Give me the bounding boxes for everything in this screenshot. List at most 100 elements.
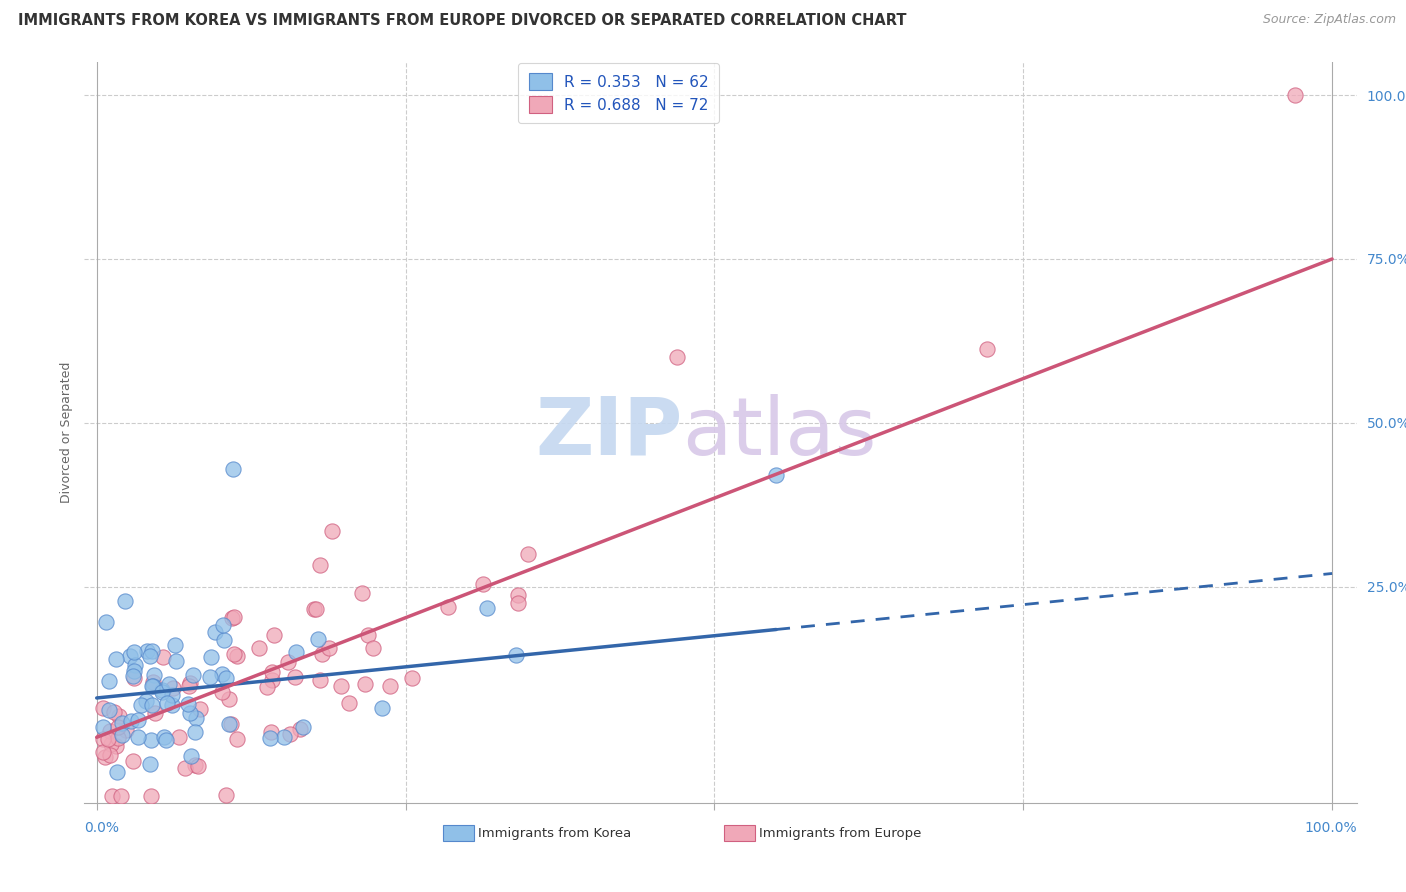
Point <box>437 600 460 615</box>
Text: Immigrants from Europe: Immigrants from Europe <box>759 827 921 839</box>
Point <box>505 648 527 662</box>
Point <box>114 594 136 608</box>
Point <box>302 602 325 616</box>
Point <box>160 698 183 712</box>
Point <box>184 724 207 739</box>
Point <box>305 602 328 616</box>
Point <box>1284 88 1306 103</box>
Point <box>107 731 129 746</box>
Point <box>100 737 122 751</box>
Legend: R = 0.353   N = 62, R = 0.688   N = 72: R = 0.353 N = 62, R = 0.688 N = 72 <box>519 62 720 123</box>
Point <box>103 705 125 719</box>
Point <box>307 632 329 646</box>
Point <box>111 716 134 731</box>
Point <box>666 351 689 365</box>
Point <box>129 698 152 712</box>
Point <box>115 723 138 737</box>
Point <box>141 698 163 712</box>
Point <box>186 711 208 725</box>
Point <box>380 679 402 693</box>
Point <box>105 765 128 780</box>
Point <box>179 748 201 763</box>
Point <box>187 759 209 773</box>
Point <box>96 615 118 629</box>
Point <box>100 724 122 739</box>
Point <box>98 747 121 762</box>
Point <box>101 789 124 804</box>
Point <box>145 706 167 721</box>
Point <box>311 647 333 661</box>
Point <box>259 731 281 746</box>
Point <box>91 745 114 759</box>
Point <box>139 649 162 664</box>
Point <box>104 739 127 753</box>
Text: 0.0%: 0.0% <box>84 821 120 835</box>
Point <box>318 640 340 655</box>
Point <box>225 731 247 746</box>
Point <box>353 676 375 690</box>
Point <box>127 713 149 727</box>
Point <box>122 671 145 685</box>
Point <box>226 649 249 664</box>
Point <box>121 669 143 683</box>
Point <box>174 761 197 775</box>
Point <box>97 703 120 717</box>
Point <box>91 720 114 734</box>
Point <box>179 675 201 690</box>
Point <box>212 632 235 647</box>
Point <box>139 789 162 804</box>
Point <box>222 648 245 662</box>
Point <box>139 733 162 747</box>
Point <box>212 618 235 632</box>
Point <box>218 717 240 731</box>
Point <box>262 673 284 687</box>
Point <box>98 674 121 689</box>
Point <box>163 638 186 652</box>
Point <box>350 585 373 599</box>
Point <box>363 641 385 656</box>
Point <box>337 696 360 710</box>
Point <box>141 644 163 658</box>
Text: Source: ZipAtlas.com: Source: ZipAtlas.com <box>1263 13 1396 27</box>
Point <box>142 679 165 693</box>
Point <box>218 691 240 706</box>
Point <box>401 671 423 685</box>
Point <box>214 789 236 803</box>
Point <box>138 756 160 771</box>
Point <box>284 645 307 659</box>
Point <box>150 685 173 699</box>
Point <box>135 644 157 658</box>
Point <box>179 706 201 721</box>
Point <box>97 731 120 746</box>
Point <box>262 665 284 679</box>
Point <box>160 688 183 702</box>
Point <box>278 727 301 741</box>
Point <box>121 754 143 768</box>
Point <box>184 758 207 772</box>
Point <box>111 727 134 741</box>
Point <box>188 702 211 716</box>
Point <box>215 671 238 685</box>
Point <box>124 664 146 678</box>
Point <box>221 461 243 475</box>
Point <box>127 730 149 744</box>
Point <box>142 668 165 682</box>
Point <box>135 694 157 708</box>
Point <box>157 677 180 691</box>
Y-axis label: Divorced or Separated: Divorced or Separated <box>60 362 73 503</box>
Point <box>107 720 129 734</box>
Point <box>309 558 332 573</box>
Point <box>122 645 145 659</box>
Point <box>150 682 173 697</box>
Point <box>153 730 176 744</box>
Point <box>211 685 233 699</box>
Point <box>179 680 201 694</box>
Point <box>108 709 131 723</box>
Point <box>156 696 179 710</box>
Point <box>356 627 378 641</box>
Point <box>477 600 499 615</box>
Point <box>91 700 114 714</box>
Point <box>321 524 343 538</box>
Point <box>273 730 295 744</box>
Point <box>222 609 245 624</box>
